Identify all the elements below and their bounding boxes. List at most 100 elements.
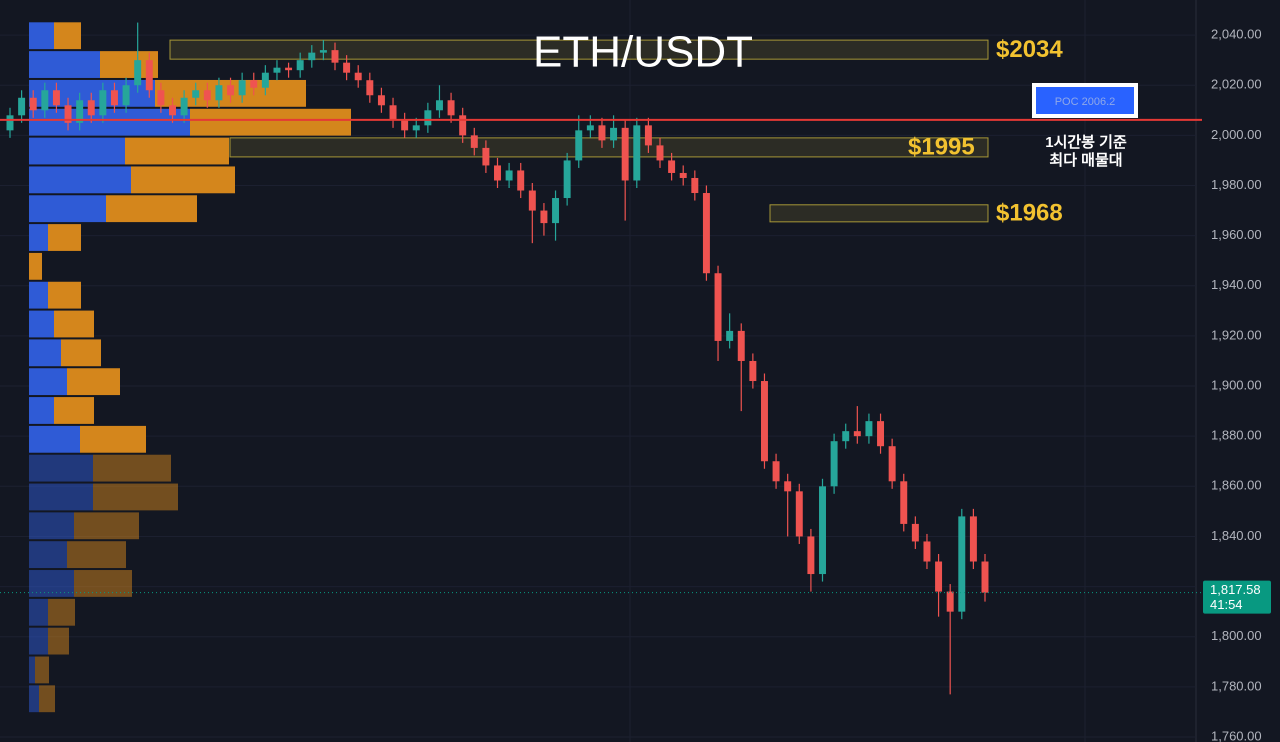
- candle-body: [842, 431, 850, 442]
- candle-body: [633, 125, 641, 181]
- candle-body: [87, 100, 95, 116]
- chart-title: ETH/USDT: [533, 28, 753, 77]
- profile-buy: [29, 166, 131, 194]
- candle-body: [598, 125, 606, 141]
- candle-body: [238, 80, 246, 96]
- profile-buy: [29, 512, 74, 540]
- candle-body: [227, 85, 235, 96]
- profile-buy: [29, 368, 67, 396]
- annotation: 최다 매물대: [1049, 151, 1122, 169]
- candle-body: [122, 85, 130, 106]
- y-tick-label: 1,860.00: [1211, 478, 1262, 493]
- profile-sell: [29, 252, 42, 280]
- candle-body: [900, 481, 908, 524]
- level-label: $2034: [996, 36, 1063, 63]
- levels: $2034 $1995 $1968: [169, 36, 1063, 227]
- candle-body: [749, 360, 757, 382]
- candle-body: [435, 100, 443, 111]
- candle-body: [563, 160, 571, 199]
- poc-box: [1032, 83, 1138, 118]
- candle-body: [203, 90, 211, 101]
- candle-body: [110, 90, 118, 106]
- profile-buy: [29, 685, 39, 713]
- last-price-box: [1203, 580, 1271, 614]
- candle-body: [250, 80, 258, 88]
- y-tick-label: 2,040.00: [1211, 27, 1262, 42]
- candle-body: [702, 193, 710, 274]
- candle-body: [807, 536, 815, 575]
- profile-sell: [125, 137, 229, 165]
- candle-body: [923, 541, 931, 562]
- candle-body: [412, 125, 420, 131]
- candle-body: [377, 95, 385, 106]
- profile-buy: [29, 570, 74, 597]
- candle-body: [981, 561, 989, 593]
- candle-body: [888, 446, 896, 482]
- y-tick-label: 2,020.00: [1211, 77, 1262, 92]
- level-zone: [769, 204, 989, 223]
- candle-body: [819, 486, 826, 575]
- annotation: 1시간봉 기준: [1045, 134, 1127, 151]
- candle-body: [99, 90, 107, 116]
- level-label: $1968: [996, 200, 1063, 227]
- candle-body: [29, 97, 37, 111]
- candle-body: [6, 115, 14, 131]
- y-tick-label: 1,980.00: [1211, 177, 1262, 192]
- y-tick-label: 1,920.00: [1211, 327, 1262, 342]
- y-tick-label: 1,800.00: [1211, 628, 1262, 643]
- candle-body: [354, 72, 362, 81]
- candle-body: [145, 60, 153, 91]
- candle-body: [714, 273, 722, 341]
- candle-body: [470, 135, 478, 148]
- candle-body: [830, 441, 838, 487]
- candle-body: [737, 330, 745, 361]
- profile-buy: [29, 22, 54, 50]
- profile-sell: [54, 310, 94, 338]
- candle-body: [772, 461, 780, 482]
- profile-sell: [35, 656, 49, 684]
- candle-body: [64, 105, 72, 123]
- candle-body: [157, 90, 165, 106]
- candle-body: [285, 67, 293, 71]
- candle-body: [760, 381, 768, 462]
- profile-buy: [29, 397, 54, 424]
- candle-body: [946, 591, 954, 612]
- candle-body: [41, 90, 49, 111]
- profile-sell: [93, 454, 171, 482]
- candle-body: [911, 523, 919, 542]
- y-tick-label: 1,940.00: [1211, 277, 1262, 292]
- level-label: $1995: [908, 134, 975, 161]
- candle-body: [319, 50, 327, 53]
- profile-sell: [67, 541, 126, 569]
- profile-buy: [29, 281, 48, 309]
- profile-buy: [29, 51, 100, 78]
- profile-buy: [29, 137, 125, 165]
- candle-body: [343, 62, 351, 73]
- profile-buy: [29, 541, 67, 569]
- candle-body: [517, 170, 525, 191]
- candle-body: [969, 516, 977, 562]
- candle-body: [273, 67, 281, 73]
- profile-buy: [29, 224, 48, 251]
- profile-sell: [39, 685, 55, 713]
- profile-buy: [29, 598, 48, 626]
- candle-body: [528, 190, 536, 211]
- profile-sell: [48, 281, 81, 309]
- candle-body: [296, 60, 304, 71]
- candle-body: [389, 105, 397, 121]
- candle-body: [935, 561, 943, 592]
- candle-body: [366, 80, 374, 96]
- candle-body: [540, 210, 548, 224]
- candle-body: [482, 147, 490, 166]
- candle-body: [644, 125, 652, 146]
- profile-sell: [48, 598, 75, 626]
- candles: [6, 22, 989, 695]
- profile-sell: [74, 512, 139, 540]
- candle-body: [586, 125, 594, 131]
- profile-buy: [29, 195, 106, 223]
- candle-body: [552, 198, 560, 224]
- candle-body: [18, 97, 26, 116]
- candle-body: [505, 170, 513, 181]
